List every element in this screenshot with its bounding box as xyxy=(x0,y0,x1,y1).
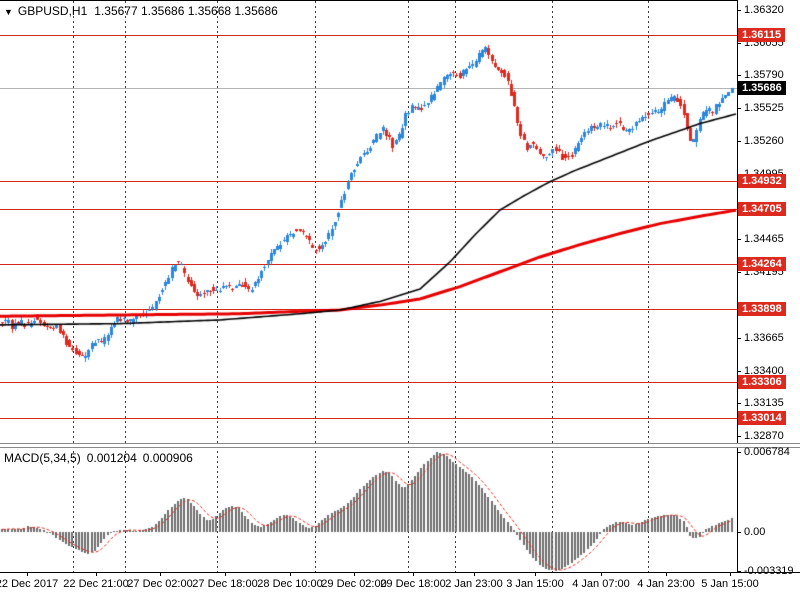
quote-ohlc-values: 1.35677 1.35686 1.35668 1.35686 xyxy=(94,4,278,18)
price-tick-mark xyxy=(737,436,741,437)
macd-canvas[interactable] xyxy=(0,448,737,572)
time-axis-label: 27 Dec 18:00 xyxy=(192,578,258,590)
time-axis-label: 4 Jan 07:00 xyxy=(572,578,630,590)
time-axis-label: 29 Dec 02:00 xyxy=(321,578,387,590)
symbol-dropdown-icon: ▼ xyxy=(4,7,13,17)
price-tick-label: 1.33400 xyxy=(744,365,784,377)
time-tick-mark xyxy=(413,572,414,576)
chart-top-border xyxy=(0,0,737,1)
level-price-tag: 1.33306 xyxy=(738,375,786,389)
time-tick-mark xyxy=(96,572,97,576)
macd-name: MACD(5,34,5) xyxy=(4,451,81,465)
price-tick-mark xyxy=(737,239,741,240)
price-tick-mark xyxy=(737,272,741,273)
time-axis-line xyxy=(0,572,800,573)
price-tick-label: 1.35525 xyxy=(744,102,784,114)
time-tick-mark xyxy=(666,572,667,576)
macd-signal-value: 0.000906 xyxy=(142,451,193,465)
price-tick-mark xyxy=(737,403,741,404)
time-tick-mark xyxy=(535,572,536,576)
level-price-tag: 1.34932 xyxy=(738,174,786,188)
time-tick-mark xyxy=(225,572,226,576)
price-tick-label: 1.33135 xyxy=(744,397,784,409)
time-tick-mark xyxy=(27,572,28,576)
pane-separator[interactable] xyxy=(0,443,800,448)
macd-tick-label: 0.006784 xyxy=(744,446,790,458)
price-tick-mark xyxy=(737,141,741,142)
price-tick-mark xyxy=(737,338,741,339)
macd-main-value: 0.001204 xyxy=(86,451,137,465)
price-chart-canvas[interactable] xyxy=(0,0,737,443)
price-tick-label: 1.36320 xyxy=(744,4,784,16)
time-axis-label: 5 Jan 15:00 xyxy=(701,578,759,590)
time-tick-mark xyxy=(160,572,161,576)
level-price-tag: 1.34264 xyxy=(738,257,786,271)
price-tick-label: 1.34465 xyxy=(744,233,784,245)
price-tick-mark xyxy=(737,43,741,44)
time-axis-label: 27 Dec 02:00 xyxy=(127,578,193,590)
macd-tick-mark xyxy=(737,532,741,533)
time-axis-label: 28 Dec 10:00 xyxy=(257,578,323,590)
level-price-tag: 1.33014 xyxy=(738,411,786,425)
price-axis-line xyxy=(737,0,738,573)
chart-header: ▼ GBPUSD,H1 1.35677 1.35686 1.35668 1.3568… xyxy=(4,4,278,18)
time-tick-mark xyxy=(290,572,291,576)
time-axis-label: 2 Jan 23:00 xyxy=(445,578,503,590)
current-price-tag: 1.35686 xyxy=(738,81,786,95)
symbol-label: GBPUSD,H1 xyxy=(17,4,88,18)
level-price-tag: 1.34705 xyxy=(738,202,786,216)
time-axis-label: 22 Dec 21:00 xyxy=(63,578,129,590)
price-tick-mark xyxy=(737,75,741,76)
price-tick-mark xyxy=(737,371,741,372)
level-price-tag: 1.33898 xyxy=(738,302,786,316)
macd-tick-mark xyxy=(737,571,741,572)
time-axis-label: 29 Dec 18:00 xyxy=(380,578,446,590)
macd-tick-label: 0.00 xyxy=(744,526,766,538)
level-price-tag: 1.36115 xyxy=(738,28,786,42)
macd-tick-mark xyxy=(737,452,741,453)
time-tick-mark xyxy=(474,572,475,576)
price-tick-label: 1.35260 xyxy=(744,135,784,147)
time-axis-label: 4 Jan 23:00 xyxy=(637,578,695,590)
price-tick-label: 1.35790 xyxy=(744,69,784,81)
time-axis-label: 22 Dec 2017 xyxy=(0,578,59,590)
time-tick-mark xyxy=(601,572,602,576)
macd-indicator-label: MACD(5,34,5) 0.001204 0.000906 xyxy=(4,451,199,465)
time-tick-mark xyxy=(730,572,731,576)
price-tick-mark xyxy=(737,108,741,109)
price-tick-label: 1.33665 xyxy=(744,332,784,344)
macd-tick-label: -0.003319 xyxy=(744,565,794,577)
price-tick-mark xyxy=(737,10,741,11)
time-tick-mark xyxy=(354,572,355,576)
time-axis-label: 3 Jan 15:00 xyxy=(506,578,564,590)
price-tick-label: 1.32870 xyxy=(744,430,784,442)
